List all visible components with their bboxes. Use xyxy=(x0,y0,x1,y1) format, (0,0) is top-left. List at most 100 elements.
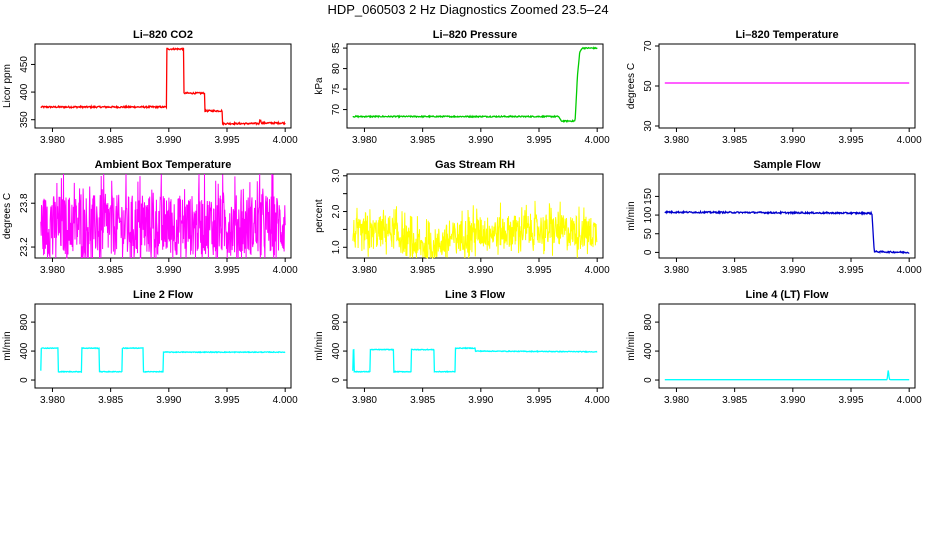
x-tick-label: 3.980 xyxy=(664,135,689,146)
y-tick-label: 80 xyxy=(331,63,342,75)
y-tick-label: 450 xyxy=(19,56,30,73)
x-tick-label: 3.990 xyxy=(780,265,805,276)
x-tick-label: 4.000 xyxy=(585,265,610,276)
y-tick-label: 30 xyxy=(643,120,654,132)
x-tick-label: 3.980 xyxy=(664,395,689,406)
x-tick-label: 4.000 xyxy=(897,135,922,146)
x-tick-label: 4.000 xyxy=(585,395,610,406)
x-tick-label: 3.985 xyxy=(98,135,123,146)
x-tick-label: 3.985 xyxy=(98,395,123,406)
y-tick-label: 0 xyxy=(643,249,654,255)
series-line xyxy=(352,200,598,259)
y-axis-label: kPa xyxy=(314,77,325,95)
x-tick-label: 3.995 xyxy=(214,135,239,146)
panel-3: Li–820 Temperature 3.980 3.985 3.990 3.995 4.… xyxy=(626,29,922,146)
y-tick-label: 350 xyxy=(19,111,30,128)
x-tick-label: 3.990 xyxy=(780,395,805,406)
panel-2: Li–820 Pressure 3.980 3.985 3.990 3.995 4.000… xyxy=(314,29,610,146)
series-line xyxy=(40,173,286,259)
x-tick-label: 3.990 xyxy=(156,265,181,276)
y-tick-label: 2.0 xyxy=(331,204,342,218)
x-tick-label: 3.995 xyxy=(526,395,551,406)
x-tick-label: 3.985 xyxy=(722,395,747,406)
panel-title: Sample Flow xyxy=(753,159,821,171)
panel-title: Line 4 (LT) Flow xyxy=(746,289,829,301)
panel-9: Line 4 (LT) Flow 3.980 3.985 3.990 3.995 4.00… xyxy=(626,289,922,406)
y-axis-label: percent xyxy=(314,199,325,233)
y-axis-label: degrees C xyxy=(2,193,13,239)
y-tick-label: 0 xyxy=(19,377,30,383)
plot-frame xyxy=(346,303,604,389)
figure-title: HDP_060503 2 Hz Diagnostics Zoomed 23.5–… xyxy=(327,2,609,17)
x-tick-label: 3.995 xyxy=(838,135,863,146)
plot-frame xyxy=(658,43,916,129)
y-tick-label: 75 xyxy=(331,83,342,95)
x-tick-label: 4.000 xyxy=(273,265,298,276)
y-tick-label: 400 xyxy=(19,83,30,100)
x-tick-label: 3.995 xyxy=(526,265,551,276)
y-tick-label: 50 xyxy=(643,80,654,92)
y-axis-label: Licor ppm xyxy=(2,64,13,108)
panel-5: Gas Stream RH 3.980 3.985 3.990 3.995 4.000 1.… xyxy=(314,159,610,276)
x-tick-label: 3.980 xyxy=(40,135,65,146)
panel-8: Line 3 Flow 3.980 3.985 3.990 3.995 4.000 0 400… xyxy=(314,289,610,406)
series-line xyxy=(40,47,286,127)
series-line xyxy=(664,370,910,381)
panel-title: Line 3 Flow xyxy=(445,289,505,301)
y-tick-label: 400 xyxy=(643,342,654,359)
y-tick-label: 0 xyxy=(643,377,654,383)
x-tick-label: 3.990 xyxy=(468,395,493,406)
y-tick-label: 23.2 xyxy=(19,237,30,257)
y-axis-label: ml/min xyxy=(314,331,325,360)
y-axis-label: ml/min xyxy=(2,331,13,360)
x-tick-label: 3.995 xyxy=(838,265,863,276)
x-tick-label: 3.980 xyxy=(664,265,689,276)
panel-title: Line 2 Flow xyxy=(133,289,193,301)
y-axis-label: ml/min xyxy=(626,331,637,360)
x-tick-label: 3.990 xyxy=(468,265,493,276)
panel-title: Li–820 Temperature xyxy=(735,29,838,41)
series-line xyxy=(40,346,286,374)
x-tick-label: 4.000 xyxy=(897,265,922,276)
y-tick-label: 50 xyxy=(643,228,654,240)
y-tick-label: 85 xyxy=(331,42,342,54)
x-tick-label: 3.985 xyxy=(410,135,435,146)
x-tick-label: 3.980 xyxy=(352,395,377,406)
x-tick-label: 3.980 xyxy=(40,395,65,406)
panel-title: Li–820 Pressure xyxy=(433,29,517,41)
y-tick-label: 100 xyxy=(643,206,654,223)
x-tick-label: 3.985 xyxy=(410,395,435,406)
plot-frame xyxy=(34,303,292,389)
series-line xyxy=(352,346,598,374)
panel-title: Ambient Box Temperature xyxy=(95,159,232,171)
x-tick-label: 3.980 xyxy=(352,265,377,276)
panel-title: Li–820 CO2 xyxy=(133,29,193,41)
plot-frame xyxy=(658,303,916,389)
y-tick-label: 800 xyxy=(331,313,342,330)
plot-frame xyxy=(34,43,292,129)
y-tick-label: 800 xyxy=(643,313,654,330)
x-tick-label: 3.995 xyxy=(214,395,239,406)
y-tick-label: 1.0 xyxy=(331,240,342,254)
panel-1: Li–820 CO2 3.980 3.985 3.990 3.995 4.000 350 40… xyxy=(2,29,298,146)
panel-4: Ambient Box Temperature 3.980 3.985 3.990 3.… xyxy=(2,159,298,276)
y-tick-label: 0 xyxy=(331,377,342,383)
x-tick-label: 3.980 xyxy=(40,265,65,276)
y-tick-label: 3.0 xyxy=(331,168,342,182)
x-tick-label: 4.000 xyxy=(585,135,610,146)
y-axis-label: ml/min xyxy=(626,201,637,230)
x-tick-label: 3.985 xyxy=(722,265,747,276)
panel-6: Sample Flow 3.980 3.985 3.990 3.995 4.000 0 50 1… xyxy=(626,159,922,276)
y-tick-label: 800 xyxy=(19,313,30,330)
x-tick-label: 4.000 xyxy=(897,395,922,406)
series-line xyxy=(352,46,598,123)
x-tick-label: 3.985 xyxy=(98,265,123,276)
x-tick-label: 3.990 xyxy=(156,135,181,146)
y-tick-label: 23.8 xyxy=(19,193,30,213)
y-tick-label: 70 xyxy=(331,104,342,116)
series-line xyxy=(664,209,910,255)
x-tick-label: 3.980 xyxy=(352,135,377,146)
y-tick-label: 400 xyxy=(19,342,30,359)
panel-7: Line 2 Flow 3.980 3.985 3.990 3.995 4.000 0 400… xyxy=(2,289,298,406)
